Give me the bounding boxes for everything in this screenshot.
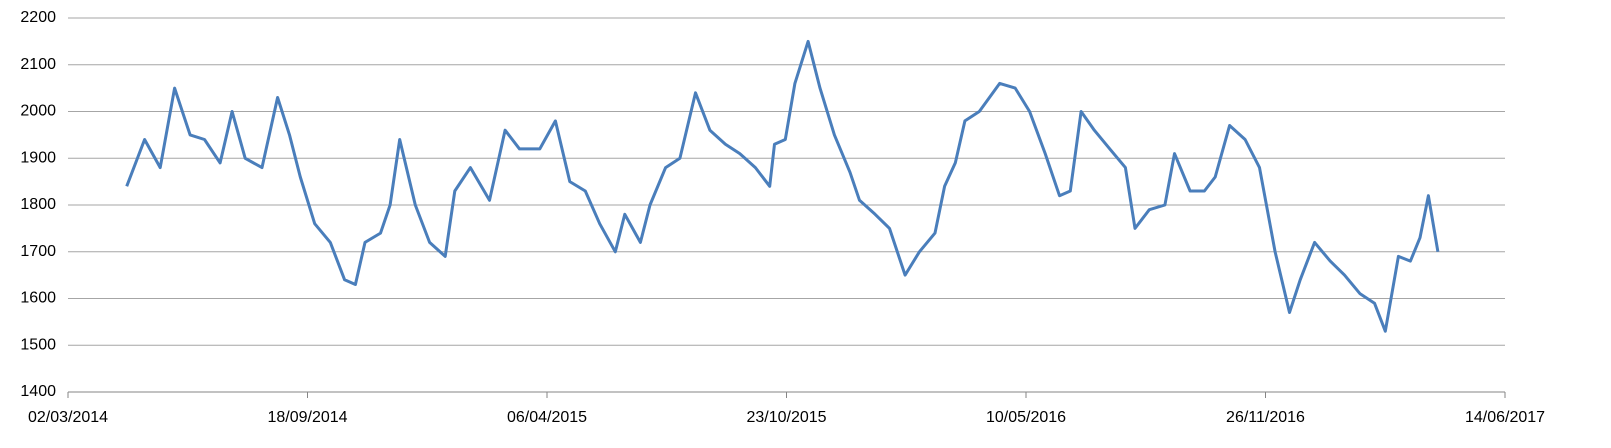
data-line (125, 39, 1440, 333)
y-tick-label: 2100 (20, 56, 56, 73)
x-tick-label: 26/11/2016 (1226, 409, 1305, 426)
y-tick-label: 2000 (20, 103, 56, 120)
y-tick-label: 1900 (20, 149, 56, 166)
x-tick-label: 02/03/2014 (28, 409, 108, 426)
x-tick-label: 06/04/2015 (507, 409, 587, 426)
y-tick-label: 1500 (20, 336, 56, 353)
x-tick-label: 23/10/2015 (746, 409, 826, 426)
y-tick-label: 1700 (20, 243, 56, 260)
y-tick-label: 1400 (20, 383, 56, 400)
x-tick-label: 14/06/2017 (1465, 409, 1545, 426)
y-tick-label: 1800 (20, 196, 56, 213)
x-tick-label: 10/05/2016 (986, 409, 1066, 426)
x-tick-label: 18/09/2014 (267, 409, 347, 426)
y-tick-label: 2200 (20, 9, 56, 26)
y-tick-label: 1600 (20, 290, 56, 307)
